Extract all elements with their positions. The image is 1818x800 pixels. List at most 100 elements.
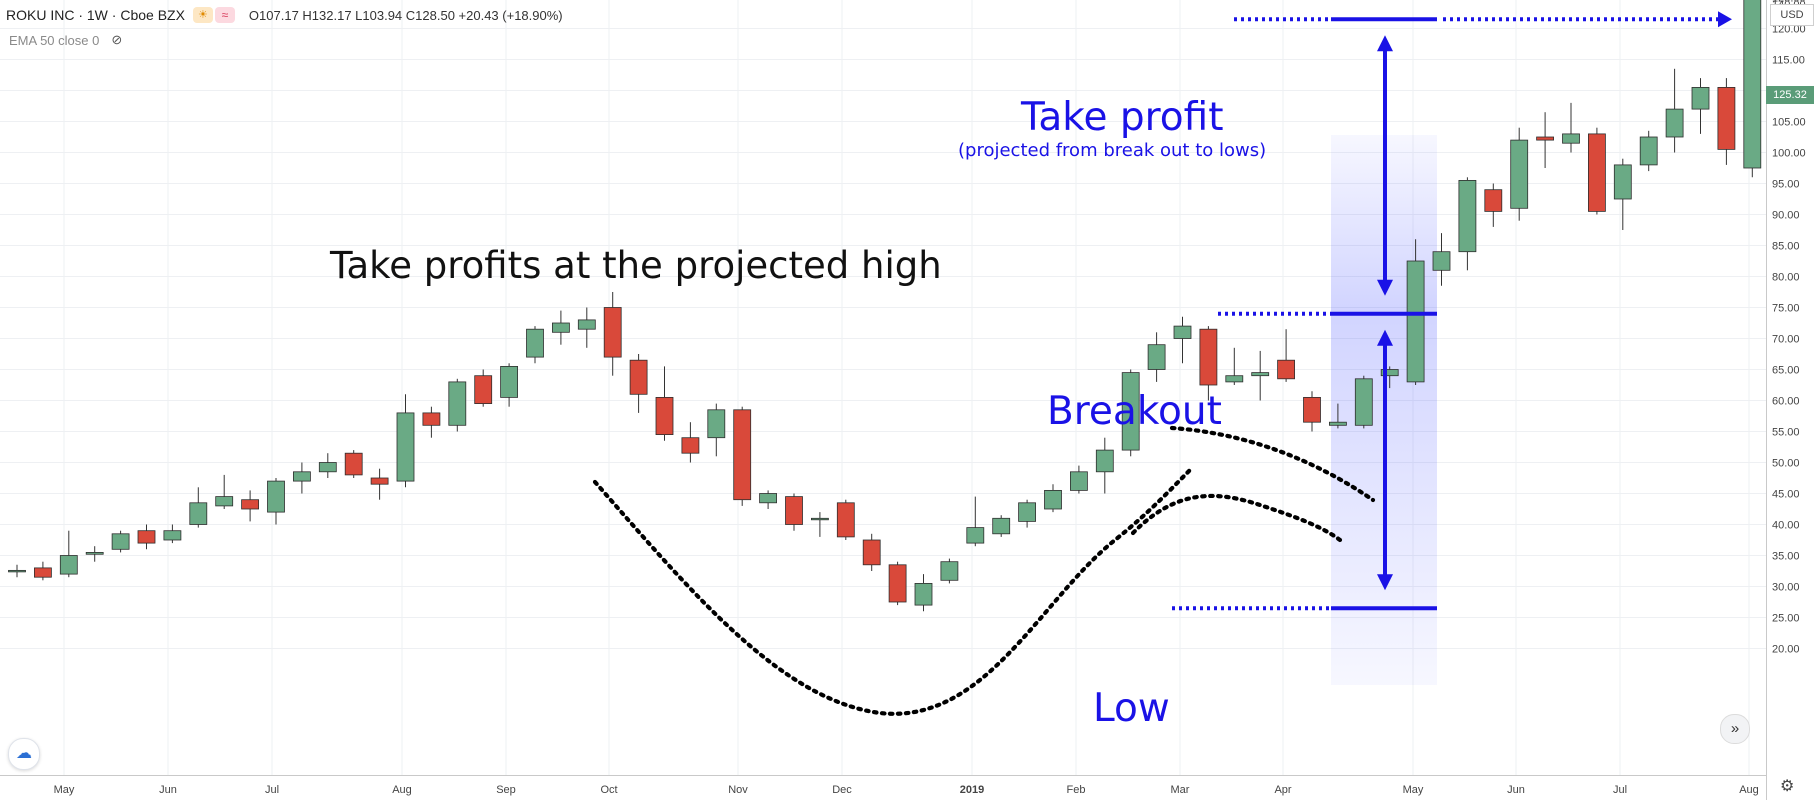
y-tick-label: 120.00 <box>1772 24 1806 36</box>
candle-body <box>34 567 52 578</box>
candle-body <box>8 569 26 573</box>
x-tick-label: Mar <box>1171 784 1190 796</box>
candle-body <box>1251 372 1270 377</box>
y-tick-label: 70.00 <box>1772 334 1800 346</box>
candle <box>526 326 544 364</box>
candle <box>34 561 52 581</box>
currency-label[interactable]: USD <box>1770 4 1814 26</box>
x-tick-label: Sep <box>496 784 516 796</box>
candle-body <box>914 583 933 606</box>
candle-body <box>85 552 104 555</box>
scroll-to-realtime-button[interactable]: » <box>1720 714 1750 744</box>
candle-body <box>836 502 855 538</box>
candle <box>215 474 234 509</box>
candle-body <box>267 480 285 513</box>
candle-body <box>1639 136 1658 166</box>
eye-slash-icon[interactable]: ⊘ <box>111 32 123 47</box>
candle-body <box>629 359 648 395</box>
candle <box>785 493 803 531</box>
pattern-curves <box>592 425 1376 716</box>
candle-body <box>189 502 208 525</box>
y-tick-label: 55.00 <box>1772 427 1800 439</box>
x-tick-label: Jul <box>1613 784 1627 796</box>
x-tick-label: May <box>1403 784 1424 796</box>
lower-arrowhead-top <box>1377 329 1393 346</box>
y-tick-label: 85.00 <box>1772 241 1800 253</box>
upper-arrowhead-top <box>1377 35 1393 52</box>
candle <box>759 490 777 509</box>
x-tick-label: May <box>54 784 75 796</box>
candle <box>189 487 208 528</box>
candle-body <box>1380 369 1399 377</box>
y-tick-label: 80.00 <box>1772 272 1800 284</box>
candles-group <box>8 0 1762 612</box>
candle <box>914 574 933 612</box>
candle <box>1717 78 1736 165</box>
candle <box>1380 366 1399 389</box>
candle-body <box>1562 133 1580 144</box>
candle <box>1354 375 1373 429</box>
sun-icon[interactable]: ☀ <box>192 7 213 23</box>
candle-body <box>344 452 363 476</box>
candle-body <box>577 319 596 330</box>
y-tick-label: 65.00 <box>1772 365 1800 377</box>
candle <box>862 533 881 571</box>
x-tick-label: Oct <box>600 784 617 796</box>
candle-body <box>1665 108 1684 138</box>
y-tick-label: 75.00 <box>1772 303 1800 315</box>
x-tick-label: Apr <box>1274 784 1291 796</box>
candle <box>1458 177 1477 271</box>
candle <box>1510 127 1529 221</box>
candle <box>474 369 493 407</box>
candle <box>1303 391 1321 432</box>
candle-body <box>1406 260 1425 383</box>
symbol-title[interactable]: ROKU INC · 1W · Cboe BZX <box>6 7 185 23</box>
y-tick-label: 90.00 <box>1772 210 1800 222</box>
candle <box>370 468 389 500</box>
candle-body <box>1044 489 1062 510</box>
indicator-legend[interactable]: EMA 50 close 0 ⊘ <box>9 32 122 48</box>
candle <box>1743 0 1762 178</box>
x-tick-label: Aug <box>1739 784 1759 796</box>
candle-body <box>396 412 415 482</box>
y-tick-label: 95.00 <box>1772 179 1800 191</box>
candle-body <box>318 462 337 473</box>
candle-body <box>1536 136 1554 141</box>
candle-body <box>163 530 182 541</box>
candle <box>1070 465 1088 494</box>
candle <box>1691 78 1710 134</box>
candle <box>552 310 570 345</box>
candle <box>111 530 130 553</box>
candle <box>137 524 156 550</box>
x-tick-label: Jun <box>1507 784 1525 796</box>
candle <box>1044 484 1062 513</box>
candle <box>267 478 285 525</box>
candle-body <box>1613 164 1632 200</box>
candle <box>1665 68 1684 153</box>
candle-body <box>940 561 959 581</box>
candle <box>422 406 441 438</box>
candle <box>1147 332 1166 382</box>
ohlc-values: O107.17 H132.17 L103.94 C128.50 +20.43 (… <box>248 7 563 23</box>
tradingview-logo-icon[interactable]: ☁ <box>8 738 40 770</box>
candle <box>1639 130 1658 172</box>
candle <box>1121 369 1140 457</box>
candle <box>1225 347 1244 385</box>
candle-body <box>1147 344 1166 370</box>
wave-icon[interactable]: ≈ <box>214 7 235 23</box>
candle-body <box>1484 189 1503 212</box>
candle-body <box>1354 378 1373 426</box>
x-tick-label: Jun <box>159 784 177 796</box>
candle <box>1432 233 1451 286</box>
candle <box>241 490 260 522</box>
gear-icon[interactable]: ⚙ <box>1780 778 1795 795</box>
candle <box>1095 437 1114 494</box>
y-tick-label: 105.00 <box>1772 117 1806 129</box>
indicator-label: EMA 50 close 0 <box>9 32 100 48</box>
y-tick-label: 115.00 <box>1772 55 1805 67</box>
candle-body <box>137 530 156 544</box>
candle-body <box>681 437 700 454</box>
take-profit-label: Take profit <box>1021 95 1224 140</box>
candle-body <box>1095 449 1114 473</box>
